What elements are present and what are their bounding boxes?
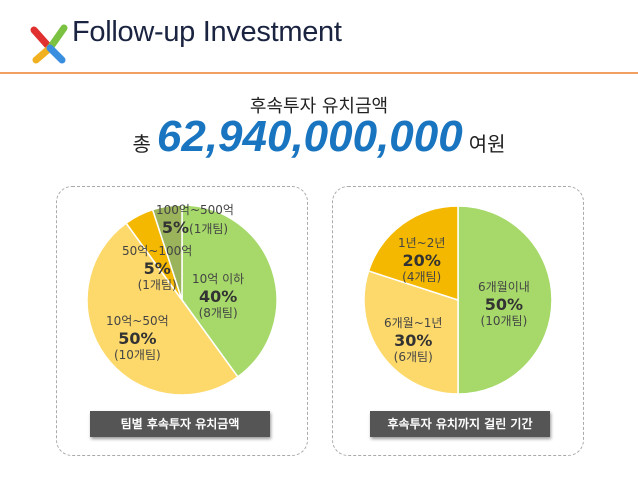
total-prefix: 총 — [132, 132, 151, 156]
pie-slice — [181, 204, 278, 378]
pie-slice — [367, 205, 459, 302]
label-slice: 6개월이내 50% (10개팀) — [478, 280, 530, 329]
slice-text: (10개팀) — [480, 314, 528, 328]
slice-text: 20% — [402, 251, 441, 270]
label-slice: 100억~500억 5%(1개팀) — [150, 203, 240, 237]
slice-text: (10개팀) — [113, 348, 161, 362]
header-divider — [0, 72, 638, 74]
label-slice: 10억~50억 50% (10개팀) — [106, 314, 169, 363]
summary-subtitle: 후속투자 유치금액 — [249, 96, 389, 117]
slice-text: (1개팀) — [137, 278, 177, 292]
slice-text: 6개월이내 — [478, 280, 530, 294]
pie-slice — [151, 204, 183, 301]
slice-text: 5% — [143, 259, 171, 278]
slice-text: 30% — [394, 331, 433, 350]
slice-text: (6개팀) — [393, 350, 433, 364]
slice-text: 10억~50억 — [106, 314, 169, 328]
label-slice: 1년~2년 20% (4개팀) — [398, 236, 445, 285]
slice-text: (8개팀) — [198, 306, 238, 320]
slice-text: 100억~500억 — [156, 203, 234, 217]
chart-panel-team — [56, 186, 308, 456]
page-title: Follow-up Investment — [72, 16, 342, 48]
slice-text: 1년~2년 — [398, 236, 446, 250]
total-suffix: 여원 — [468, 132, 506, 156]
logo-icon — [30, 24, 68, 64]
slice-text: 6개월~1년 — [384, 316, 443, 330]
slice-text: 50억~100억 — [122, 244, 193, 258]
label-slice: 50억~100억 5% (1개팀) — [122, 244, 192, 293]
slice-text: (1개팀) — [189, 222, 229, 236]
pie-slice — [86, 222, 239, 396]
pie-slice — [363, 270, 459, 395]
chart-title-team: 팀별 후속투자 유치금액 — [90, 411, 270, 437]
slice-text: 50% — [118, 329, 157, 348]
slice-text: 50% — [484, 295, 524, 314]
label-slice: 6개월~1년 30% (6개팀) — [384, 316, 442, 365]
total-amount: 62,940,000,000 — [156, 112, 463, 161]
chart-panel-period — [332, 186, 584, 456]
chart-title-period: 후속투자 유치까지 걸린 기간 — [370, 411, 550, 437]
slice-text: (4개팀) — [402, 270, 442, 284]
slice-text: 10억 이하 — [192, 272, 245, 286]
pie-slice — [457, 205, 553, 395]
slice-text: 40% — [198, 287, 238, 306]
slice-text: 5% — [161, 218, 190, 237]
summary-total: 총 62,940,000,000 여원 — [0, 112, 638, 162]
label-slice: 10억 이하 40% (8개팀) — [192, 272, 244, 321]
